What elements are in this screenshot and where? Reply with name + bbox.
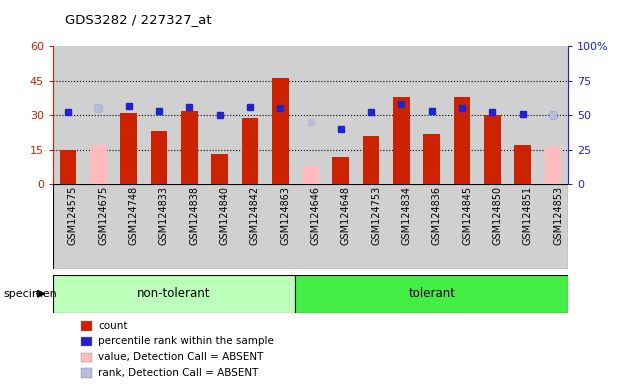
Text: GSM124840: GSM124840: [220, 186, 230, 245]
Text: GSM124648: GSM124648: [341, 186, 351, 245]
Bar: [60, 150, 76, 184]
Bar: [417, 184, 447, 269]
Text: percentile rank within the sample: percentile rank within the sample: [98, 336, 274, 346]
Text: GDS3282 / 227327_at: GDS3282 / 227327_at: [65, 13, 212, 26]
Bar: [90, 145, 107, 184]
Bar: [83, 46, 114, 184]
Text: GSM124675: GSM124675: [98, 186, 108, 245]
Bar: [478, 184, 507, 269]
Bar: [296, 184, 325, 269]
Bar: [143, 46, 174, 184]
Bar: [393, 97, 410, 184]
Text: GSM124851: GSM124851: [523, 186, 533, 245]
Text: GSM124845: GSM124845: [462, 186, 472, 245]
Text: GSM124853: GSM124853: [553, 186, 563, 245]
Bar: [120, 113, 137, 184]
Text: GSM124646: GSM124646: [310, 186, 320, 245]
Text: GSM124838: GSM124838: [189, 186, 199, 245]
Bar: [114, 46, 143, 184]
Bar: [507, 184, 538, 269]
Bar: [174, 184, 204, 269]
Bar: [363, 136, 379, 184]
Bar: [272, 78, 289, 184]
Text: tolerant: tolerant: [408, 287, 455, 300]
Text: GSM124833: GSM124833: [159, 186, 169, 245]
Bar: [356, 46, 386, 184]
Bar: [83, 184, 114, 269]
Bar: [296, 46, 325, 184]
Text: non-tolerant: non-tolerant: [137, 287, 211, 300]
Bar: [325, 46, 356, 184]
Bar: [356, 184, 386, 269]
Bar: [143, 184, 174, 269]
Bar: [538, 184, 568, 269]
Text: GSM124753: GSM124753: [371, 186, 381, 245]
Bar: [325, 184, 356, 269]
Bar: [302, 166, 319, 184]
Text: specimen: specimen: [3, 289, 57, 299]
Bar: [417, 46, 447, 184]
Bar: [81, 337, 92, 346]
Text: rank, Detection Call = ABSENT: rank, Detection Call = ABSENT: [98, 367, 258, 377]
Text: count: count: [98, 321, 128, 331]
Bar: [424, 134, 440, 184]
Bar: [514, 145, 531, 184]
Bar: [81, 353, 92, 362]
Bar: [296, 275, 568, 313]
Bar: [447, 46, 478, 184]
Text: value, Detection Call = ABSENT: value, Detection Call = ABSENT: [98, 352, 263, 362]
Bar: [454, 97, 471, 184]
Bar: [211, 154, 228, 184]
Text: GSM124834: GSM124834: [401, 186, 412, 245]
Bar: [386, 46, 417, 184]
Text: GSM124863: GSM124863: [280, 186, 290, 245]
Text: GSM124842: GSM124842: [250, 186, 260, 245]
Bar: [242, 118, 258, 184]
Bar: [265, 184, 296, 269]
Bar: [150, 131, 167, 184]
Bar: [265, 46, 296, 184]
Bar: [447, 184, 478, 269]
Bar: [53, 184, 83, 269]
Bar: [181, 111, 197, 184]
Bar: [507, 46, 538, 184]
Text: GSM124575: GSM124575: [68, 186, 78, 245]
Bar: [538, 46, 568, 184]
Bar: [53, 275, 296, 313]
Bar: [53, 46, 83, 184]
Bar: [545, 147, 561, 184]
Text: GSM124850: GSM124850: [492, 186, 502, 245]
Bar: [386, 184, 417, 269]
Bar: [174, 46, 204, 184]
Bar: [235, 46, 265, 184]
Text: GSM124836: GSM124836: [432, 186, 442, 245]
Bar: [114, 184, 143, 269]
Bar: [478, 46, 507, 184]
Bar: [204, 184, 235, 269]
Bar: [81, 321, 92, 331]
Bar: [81, 368, 92, 377]
Text: GSM124748: GSM124748: [129, 186, 138, 245]
Bar: [235, 184, 265, 269]
Bar: [332, 157, 349, 184]
Bar: [484, 115, 501, 184]
Bar: [204, 46, 235, 184]
